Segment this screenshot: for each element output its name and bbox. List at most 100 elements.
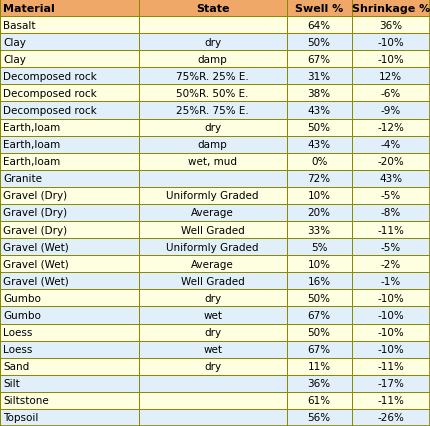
Bar — [287, 324, 352, 341]
Bar — [138, 375, 287, 392]
Text: Sand: Sand — [3, 361, 29, 371]
Bar — [352, 68, 430, 85]
Text: -9%: -9% — [381, 106, 401, 116]
Bar — [0, 17, 138, 34]
Text: -8%: -8% — [381, 208, 401, 218]
Bar — [287, 256, 352, 273]
Bar — [138, 51, 287, 68]
Bar — [352, 273, 430, 290]
Bar — [0, 256, 138, 273]
Bar — [287, 51, 352, 68]
Bar — [0, 187, 138, 204]
Text: 38%: 38% — [307, 89, 331, 99]
Bar — [0, 341, 138, 358]
Text: Earth,loam: Earth,loam — [3, 123, 60, 133]
Text: 72%: 72% — [307, 174, 331, 184]
Bar — [138, 187, 287, 204]
Bar — [0, 68, 138, 85]
Bar — [138, 170, 287, 187]
Bar — [287, 34, 352, 51]
Text: wet: wet — [203, 310, 222, 320]
Bar — [287, 273, 352, 290]
Text: 67%: 67% — [307, 55, 331, 65]
Bar — [138, 239, 287, 256]
Bar — [287, 392, 352, 409]
Bar — [0, 409, 138, 426]
Text: 67%: 67% — [307, 344, 331, 354]
Text: Loess: Loess — [3, 344, 32, 354]
Text: 5%: 5% — [311, 242, 327, 252]
Bar — [352, 17, 430, 34]
Bar — [287, 204, 352, 222]
Bar — [138, 409, 287, 426]
Bar — [138, 153, 287, 170]
Bar — [0, 34, 138, 51]
Bar — [352, 307, 430, 324]
Bar — [352, 136, 430, 153]
Text: Granite: Granite — [3, 174, 42, 184]
Bar — [0, 119, 138, 136]
Bar — [352, 222, 430, 239]
Text: Swell %: Swell % — [295, 3, 343, 14]
Text: 0%: 0% — [311, 157, 327, 167]
Text: -11%: -11% — [378, 225, 404, 235]
Text: -26%: -26% — [378, 412, 404, 423]
Text: Well Graded: Well Graded — [181, 225, 245, 235]
Text: 31%: 31% — [307, 72, 331, 82]
Text: wet: wet — [203, 344, 222, 354]
Text: -10%: -10% — [378, 37, 404, 48]
Text: Silt: Silt — [3, 378, 20, 389]
Bar — [287, 307, 352, 324]
Bar — [287, 136, 352, 153]
Text: -5%: -5% — [381, 242, 401, 252]
Bar — [287, 375, 352, 392]
Bar — [138, 0, 287, 17]
Text: 36%: 36% — [307, 378, 331, 389]
Text: -10%: -10% — [378, 327, 404, 337]
Text: Material: Material — [3, 3, 55, 14]
Bar — [138, 256, 287, 273]
Text: Siltstone: Siltstone — [3, 395, 49, 406]
Text: Clay: Clay — [3, 55, 26, 65]
Bar — [287, 153, 352, 170]
Text: 64%: 64% — [307, 20, 331, 31]
Text: Topsoil: Topsoil — [3, 412, 38, 423]
Text: Well Graded: Well Graded — [181, 276, 245, 286]
Text: Gravel (Wet): Gravel (Wet) — [3, 242, 69, 252]
Bar — [352, 324, 430, 341]
Bar — [287, 222, 352, 239]
Bar — [0, 170, 138, 187]
Text: damp: damp — [198, 140, 227, 150]
Bar — [138, 392, 287, 409]
Bar — [352, 119, 430, 136]
Text: Gravel (Wet): Gravel (Wet) — [3, 259, 69, 269]
Bar — [287, 102, 352, 119]
Bar — [0, 273, 138, 290]
Bar — [138, 68, 287, 85]
Text: -12%: -12% — [378, 123, 404, 133]
Bar — [352, 187, 430, 204]
Bar — [0, 136, 138, 153]
Text: -11%: -11% — [378, 361, 404, 371]
Bar — [0, 392, 138, 409]
Text: Uniformly Graded: Uniformly Graded — [166, 191, 259, 201]
Bar — [287, 187, 352, 204]
Bar — [352, 0, 430, 17]
Text: 61%: 61% — [307, 395, 331, 406]
Text: Basalt: Basalt — [3, 20, 36, 31]
Bar — [0, 85, 138, 102]
Bar — [0, 102, 138, 119]
Bar — [138, 324, 287, 341]
Bar — [138, 204, 287, 222]
Text: Decomposed rock: Decomposed rock — [3, 106, 97, 116]
Text: 12%: 12% — [379, 72, 402, 82]
Text: 50%: 50% — [307, 293, 331, 303]
Bar — [287, 409, 352, 426]
Text: 43%: 43% — [379, 174, 402, 184]
Bar — [0, 0, 138, 17]
Text: 50%: 50% — [307, 37, 331, 48]
Text: Gravel (Dry): Gravel (Dry) — [3, 225, 67, 235]
Text: Earth,loam: Earth,loam — [3, 140, 60, 150]
Bar — [0, 239, 138, 256]
Text: -5%: -5% — [381, 191, 401, 201]
